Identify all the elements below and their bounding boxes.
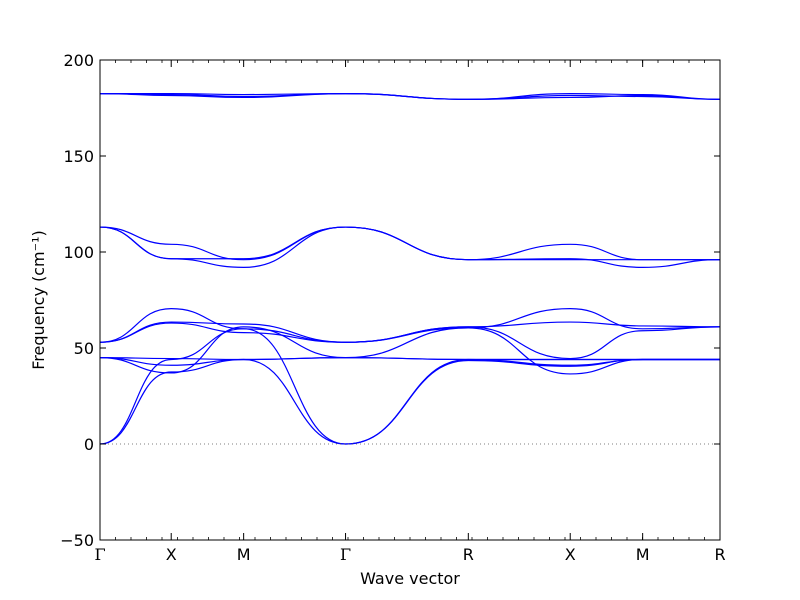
band-13 [99, 358, 720, 445]
band-5 [99, 226, 720, 261]
x-tick-label: Γ [340, 545, 351, 564]
y-tick-label: 150 [63, 147, 94, 166]
y-tick-label: 0 [84, 435, 94, 454]
x-tick-label: R [714, 545, 725, 564]
band-3 [99, 226, 720, 261]
x-tick-label: Γ [94, 545, 105, 564]
x-tick-label: M [636, 545, 650, 564]
band-12 [99, 328, 720, 445]
band-lines [99, 92, 721, 445]
x-tick-label: X [565, 545, 576, 564]
y-tick-label: 200 [63, 51, 94, 70]
x-tick-label: X [166, 545, 177, 564]
band-11 [99, 326, 720, 375]
band-2 [99, 92, 721, 100]
band-8 [99, 322, 721, 360]
x-tick-label: R [463, 545, 474, 564]
plot-frame [99, 59, 721, 541]
y-axis-title: Frequency (cm⁻¹) [29, 230, 48, 369]
tick-labels: −50 0 50 100 150 200 Γ X M Γ R X M R [60, 51, 725, 564]
y-tick-label: 50 [74, 339, 94, 358]
tick-marks [99, 59, 721, 541]
y-tick-label: 100 [63, 243, 94, 262]
x-tick-label: M [237, 545, 251, 564]
y-tick-label: −50 [60, 531, 94, 550]
x-axis-title: Wave vector [360, 569, 460, 588]
